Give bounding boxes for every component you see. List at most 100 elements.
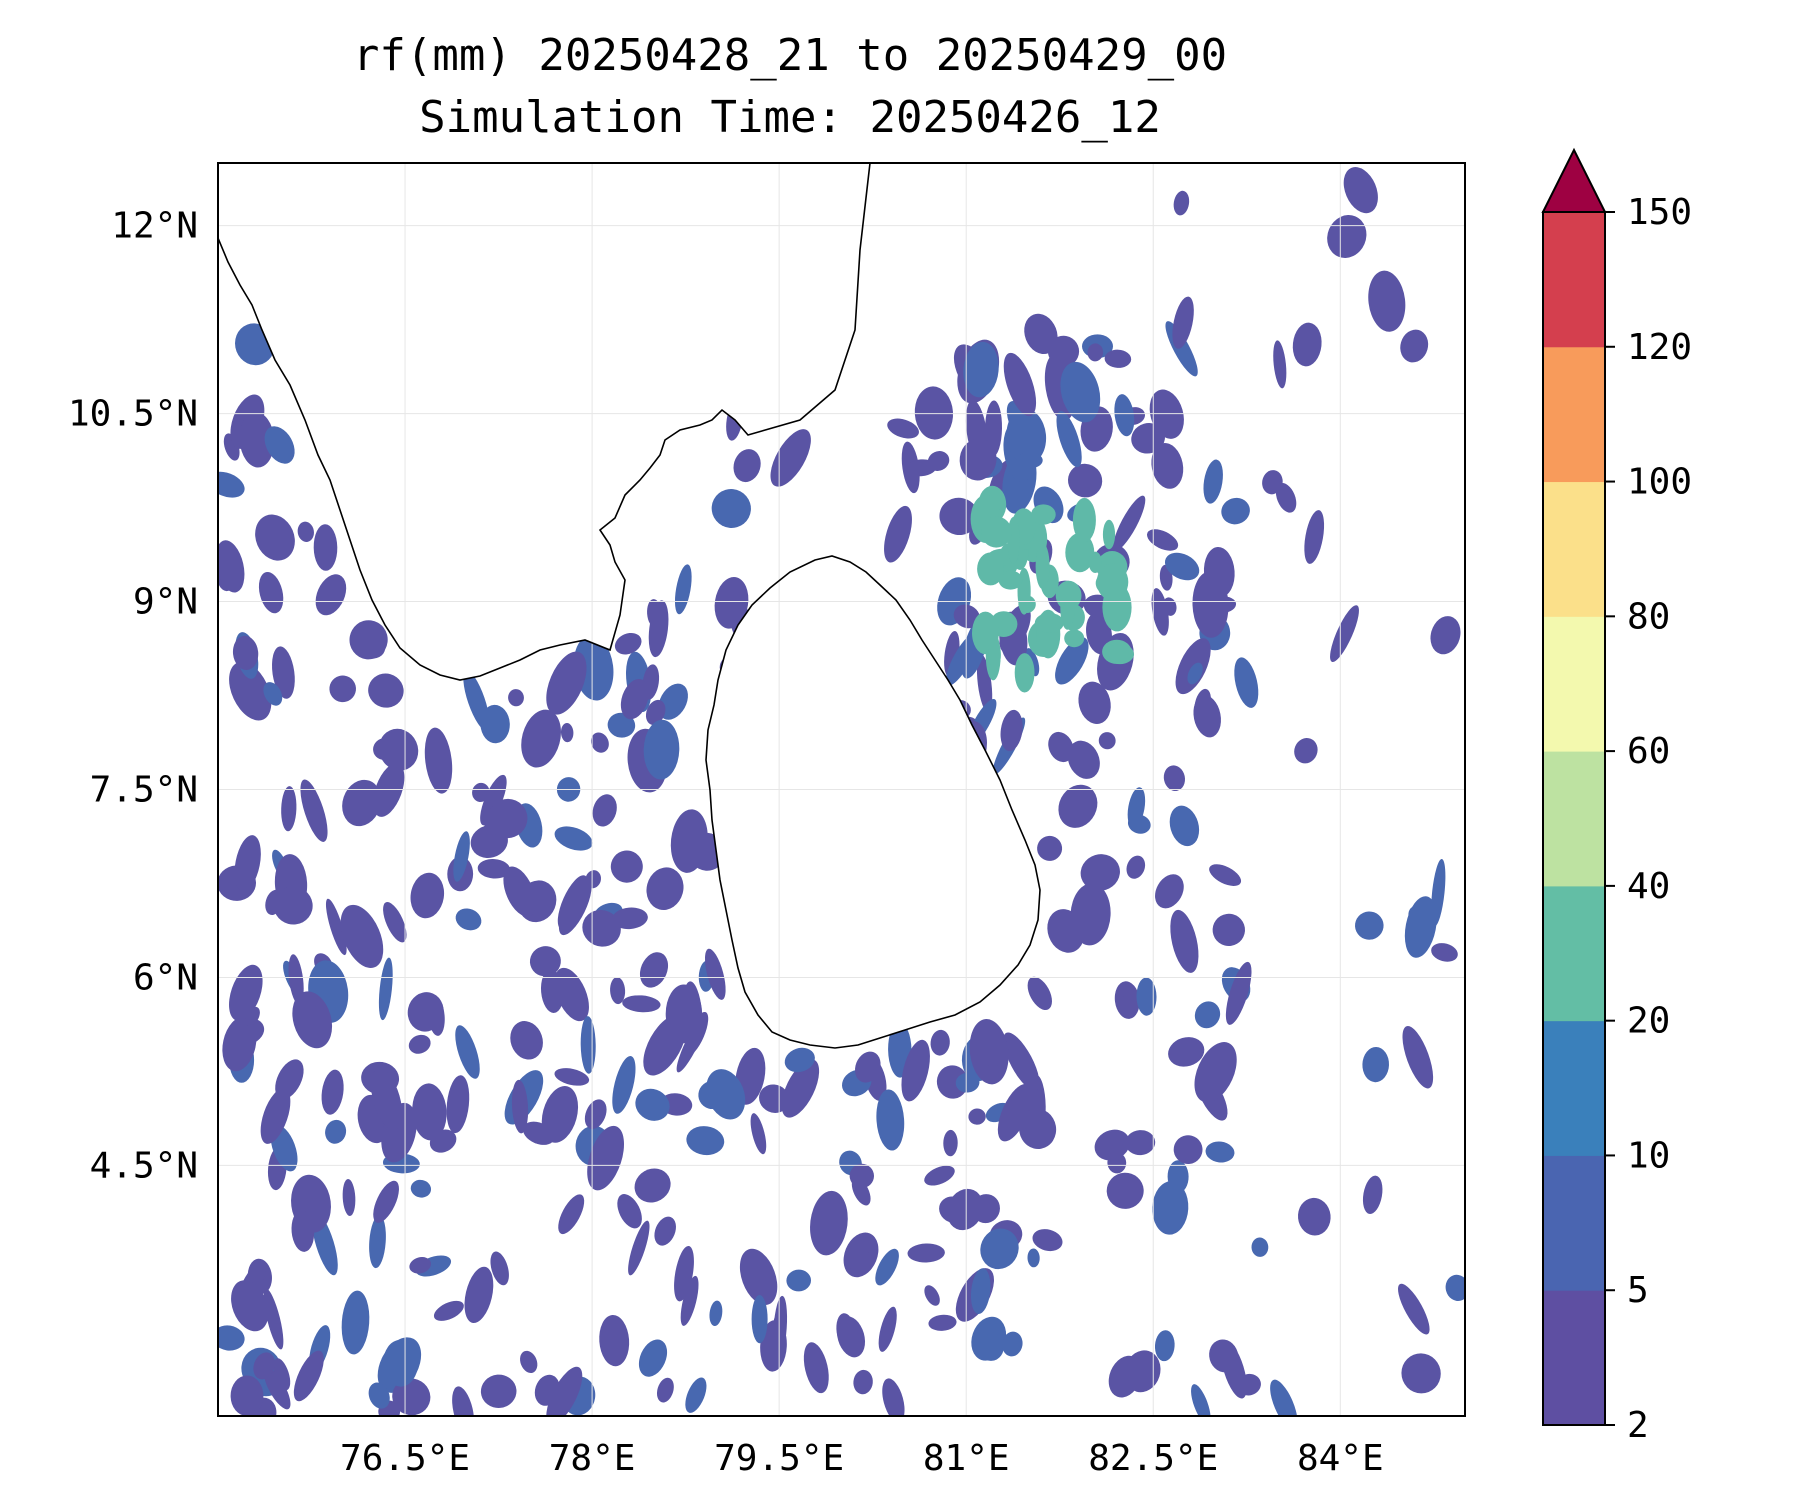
rain-cell <box>271 646 295 699</box>
rain-cell <box>844 1251 874 1270</box>
colorbar-tick-label: 120 <box>1627 327 1692 368</box>
rain-cell <box>508 689 524 707</box>
rain-cell <box>680 1275 699 1326</box>
rain-cell <box>313 524 338 571</box>
rain-cell <box>541 1086 579 1143</box>
colorbar-segment <box>1543 885 1605 1022</box>
rain-cell <box>232 635 259 670</box>
rain-cell <box>521 709 561 768</box>
rain-cell <box>1270 1379 1298 1416</box>
rain-cell <box>924 1285 940 1306</box>
colorbar-tick-label: 40 <box>1627 866 1670 907</box>
rain-cell <box>611 907 648 930</box>
rain-cell <box>428 996 445 1036</box>
rain-cell <box>658 683 688 720</box>
rain-cell <box>231 1280 269 1332</box>
srilanka-coastline <box>705 555 1041 1049</box>
rain-cell <box>490 1251 509 1286</box>
rain-cell-heavy <box>1088 551 1102 573</box>
rain-cell <box>321 1069 344 1115</box>
rain-cell <box>1047 335 1080 367</box>
rain-cell <box>1167 1160 1189 1193</box>
rain-cell <box>410 1179 432 1198</box>
rain-cell <box>264 426 295 464</box>
rain-cell-heavy <box>998 570 1023 590</box>
rain-cell <box>622 995 661 1013</box>
rain-cell <box>617 1194 642 1229</box>
rain-cell <box>1402 1025 1434 1089</box>
rain-cell <box>472 782 490 802</box>
rain-cell <box>455 1025 480 1079</box>
rain-cell <box>1155 874 1184 909</box>
rain-cell <box>1027 976 1052 1011</box>
rain-cell <box>554 826 593 851</box>
rain-cell <box>1170 909 1199 973</box>
rain-cell <box>781 1059 820 1118</box>
rain-cell <box>1168 1037 1205 1067</box>
lat-axis: 12°N 10.5°N 9°N 7.5°N 6°N 4.5°N <box>68 206 198 1187</box>
rain-cell <box>1125 1130 1156 1156</box>
rain-cell <box>1087 343 1104 362</box>
rain-cell <box>373 1180 399 1223</box>
rain-cell <box>803 1342 829 1394</box>
rain-cell <box>647 599 662 628</box>
rain-cell <box>229 964 263 1022</box>
lon-tick-label: 82.5°E <box>1088 1438 1218 1479</box>
rain-cell <box>455 908 482 931</box>
lat-tick-label: 4.5°N <box>90 1145 198 1186</box>
lat-tick-label: 6°N <box>133 957 198 998</box>
rain-cell <box>260 1088 291 1144</box>
rain-cell <box>239 411 275 468</box>
rain-cell <box>610 850 643 883</box>
rain-cell-heavy <box>1072 497 1096 543</box>
rain-cell <box>446 1075 470 1134</box>
rain-cell <box>887 418 919 439</box>
rain-cell <box>1003 1032 1040 1091</box>
rain-cell <box>1151 443 1184 489</box>
rain-cell <box>751 1295 768 1344</box>
rain-cell <box>907 1243 945 1263</box>
colorbar-tick-label: 150 <box>1627 192 1692 233</box>
rain-cell <box>924 1165 955 1186</box>
rain-cell <box>1086 612 1112 655</box>
lat-tick-label: 7.5°N <box>90 770 198 811</box>
rain-cell <box>255 514 295 561</box>
rain-cell <box>1191 1384 1211 1416</box>
rain-cell <box>784 1047 815 1073</box>
rain-cell <box>914 386 954 440</box>
rain-cell <box>709 1300 723 1327</box>
rain-cell <box>1187 662 1203 685</box>
rain-cell <box>408 1034 431 1054</box>
rain-cell <box>1154 1330 1175 1362</box>
rain-cell <box>607 712 636 738</box>
colorbar-tick-label: 100 <box>1627 462 1692 503</box>
rain-cell <box>1237 1373 1261 1396</box>
rain-cell <box>786 1269 811 1292</box>
rain-cell-heavy <box>1031 504 1056 525</box>
rain-cell <box>1194 688 1211 719</box>
rain-cell <box>1251 1237 1269 1257</box>
rain-cell <box>1163 765 1186 792</box>
rain-cell <box>424 727 453 794</box>
rain-cell <box>557 875 589 930</box>
rain-cell <box>656 1377 674 1403</box>
rain-cell <box>959 438 997 481</box>
rain-cell <box>1094 1129 1130 1161</box>
rain-cell <box>349 620 388 660</box>
rain-cell <box>480 704 510 744</box>
rain-cell <box>480 1374 517 1409</box>
india-land <box>218 163 870 680</box>
lon-tick-label: 79.5°E <box>714 1438 844 1479</box>
rain-cell <box>258 571 284 614</box>
rain-cell <box>587 1125 625 1191</box>
rain-cell <box>853 1369 873 1395</box>
rain-cell <box>1173 190 1190 216</box>
rain-cell <box>560 723 574 743</box>
rain-cell <box>939 1196 969 1224</box>
rain-cell <box>810 1190 848 1256</box>
rain-cell <box>1445 1274 1465 1302</box>
rain-cell-heavy <box>1096 563 1129 601</box>
rain-cell <box>1019 1108 1057 1150</box>
rain-cell <box>342 1179 356 1216</box>
rain-cell <box>971 1194 1000 1224</box>
